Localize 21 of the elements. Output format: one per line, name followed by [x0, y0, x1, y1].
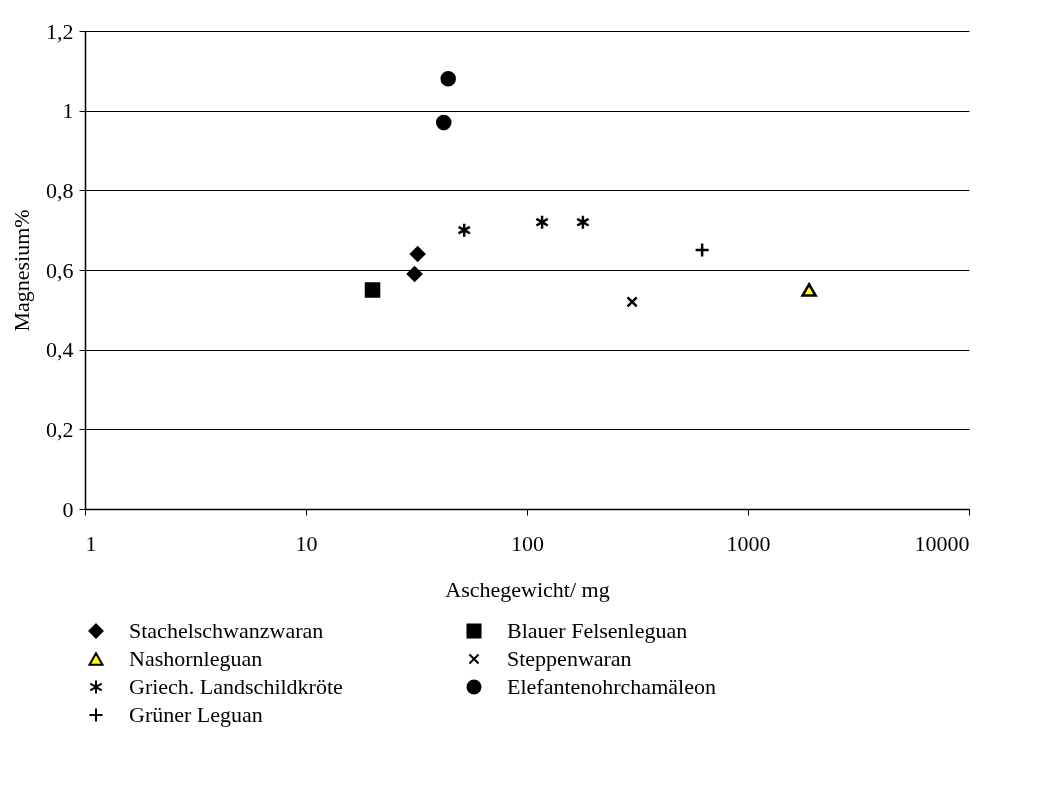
legend-label: Blauer Felsenleguan	[507, 618, 688, 643]
legend-label: Stachelschwanzwaran	[129, 618, 324, 643]
y-tick-label: 0	[62, 496, 74, 522]
y-tick-label: 0,6	[46, 257, 74, 283]
x-axis-title: Aschegewicht/ mg	[445, 576, 610, 602]
legend-label: Nashornleguan	[129, 646, 263, 671]
x-tick-label: 10000	[914, 530, 970, 556]
legend-label: Griech. Landschildkröte	[129, 674, 343, 699]
x-tick-label: 1	[85, 530, 97, 556]
y-tick-label: 1	[62, 98, 74, 124]
y-axis-title: Magnesium%	[9, 209, 34, 332]
y-tick-label: 0,4	[46, 337, 74, 363]
legend-label: Steppenwaran	[507, 646, 632, 671]
legend-label: Grüner Leguan	[129, 702, 263, 727]
x-tick-label: 10	[295, 530, 318, 556]
x-tick-label: 1000	[726, 530, 771, 556]
x-tick-label: 100	[511, 530, 544, 556]
y-tick-label: 0,2	[46, 416, 74, 442]
y-tick-label: 0,8	[46, 177, 74, 203]
y-tick-label: 1,2	[46, 18, 74, 44]
legend-label: Elefantenohrchamäleon	[507, 674, 716, 699]
